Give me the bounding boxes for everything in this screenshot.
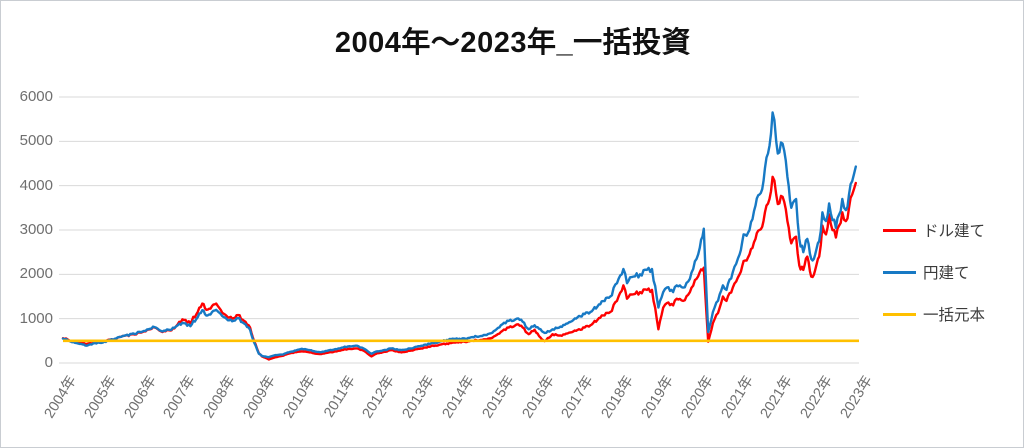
y-tick-label: 4000 — [19, 176, 53, 194]
legend-item: 一括元本 — [883, 293, 985, 335]
legend-item: ドル建て — [883, 209, 985, 251]
y-tick-label: 0 — [44, 354, 53, 371]
legend-line-swatch — [883, 312, 916, 316]
series-lines — [61, 111, 859, 361]
legend-line-swatch — [883, 270, 916, 274]
y-tick-label: 1000 — [19, 309, 53, 327]
legend-line-swatch — [883, 228, 916, 232]
series-yen-line — [61, 111, 857, 359]
y-tick-label: 2000 — [19, 265, 53, 283]
y-tick-label: 3000 — [19, 221, 53, 238]
legend-item: 円建て — [883, 251, 985, 293]
legend-label: 一括元本 — [923, 307, 986, 324]
legend-label: ドル建て — [923, 223, 986, 240]
y-tick-label: 6000 — [19, 88, 53, 105]
series-dollar-line — [61, 175, 857, 361]
chart-legend: ドル建て円建て一括元本 — [883, 209, 985, 335]
legend-label: 円建て — [923, 265, 970, 282]
y-tick-label: 5000 — [19, 132, 53, 150]
chart-title: 2004年～2023年_一括投資 — [334, 27, 692, 59]
